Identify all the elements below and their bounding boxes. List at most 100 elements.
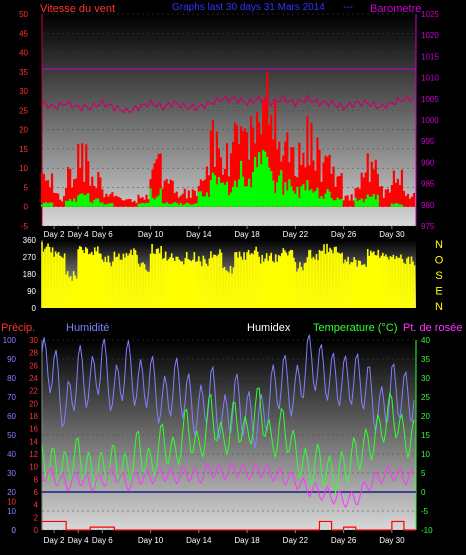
- pressure-axis-title: Barometre: [370, 3, 421, 15]
- wind-axis-title: Vitesse du vent: [40, 3, 115, 15]
- temp-left-tick-label: 26: [29, 361, 38, 370]
- temp-x-tick-label: Day 22: [283, 536, 309, 545]
- humidity-tick-label: 60: [7, 412, 16, 421]
- pressure-tick-label: 985: [421, 180, 435, 189]
- pressure-tick-label: 995: [421, 137, 435, 146]
- temp-left-tick-label: 12: [29, 450, 38, 459]
- temp-x-tick-label: Day 2: [44, 536, 65, 545]
- compass-label: S: [435, 270, 442, 282]
- temperature-line: [41, 387, 415, 494]
- temp-right-tick-label: 0: [421, 488, 426, 497]
- wind-tick-label: 5: [24, 183, 29, 192]
- temp-x-tick-label: Day 30: [379, 536, 405, 545]
- temp-right-tick-label: 35: [421, 355, 430, 364]
- temp-left-tick-label: 16: [29, 425, 38, 434]
- humidity-tick-label: 40: [7, 450, 16, 459]
- pressure-tick-label: 1005: [421, 95, 439, 104]
- compass-label: E: [435, 286, 442, 298]
- wind-tick-label: 30: [19, 87, 28, 96]
- wind-x-tick-label: Day 2: [44, 230, 65, 239]
- temp-right-tick-label: 15: [421, 431, 430, 440]
- humidity-label: Humidité: [66, 322, 109, 334]
- direction-tick-label: 0: [32, 304, 37, 313]
- humidity-tick-label: 100: [3, 336, 17, 345]
- wind-x-tick-label: Day 30: [379, 230, 405, 239]
- pressure-tick-label: 1015: [421, 52, 439, 61]
- pressure-tick-label: 1025: [421, 10, 439, 19]
- wind-tick-label: 40: [19, 49, 28, 58]
- wind-x-tick-label: Day 22: [283, 230, 309, 239]
- wind-x-tick-label: Day 4: [68, 230, 89, 239]
- humidity-tick-label: 0: [12, 526, 17, 535]
- humidity-tick-label: 50: [7, 431, 16, 440]
- temp-right-tick-label: 5: [421, 469, 426, 478]
- wind-tick-label: -5: [21, 222, 29, 231]
- direction-tick-label: 180: [23, 270, 37, 279]
- humidity-tick-label: 20: [7, 488, 16, 497]
- wind-tick-label: 25: [19, 106, 28, 115]
- temp-x-tick-label: Day 18: [234, 536, 260, 545]
- wind-x-tick-label: Day 14: [186, 230, 212, 239]
- temp-left-tick-label: 10: [29, 463, 38, 472]
- temp-left-tick-label: 14: [29, 437, 38, 446]
- wind-x-tick-label: Day 18: [234, 230, 260, 239]
- pressure-tick-label: 975: [421, 222, 435, 231]
- pressure-line: [41, 94, 414, 114]
- humidity-tick-label: 70: [7, 393, 16, 402]
- humidity-tick-label: 80: [7, 374, 16, 383]
- compass-label: N: [435, 239, 443, 251]
- temp-left-tick-label: 4: [34, 501, 39, 510]
- direction-tick-label: 360: [23, 236, 37, 245]
- temp-x-tick-label: Day 14: [186, 536, 212, 545]
- compass-label: O: [435, 255, 444, 267]
- temp-right-tick-label: 20: [421, 412, 430, 421]
- precip-tick-label: 0: [12, 526, 17, 535]
- precip-tick-label: 10: [7, 498, 16, 507]
- humidity-tick-label: 30: [7, 469, 16, 478]
- pressure-tick-label: 990: [421, 158, 435, 167]
- pressure-tick-label: 1020: [421, 31, 439, 40]
- direction-tick-label: 270: [23, 253, 37, 262]
- temp-x-tick-label: Day 26: [331, 536, 357, 545]
- temp-right-tick-label: -5: [421, 507, 429, 516]
- wind-x-tick-label: Day 6: [92, 230, 113, 239]
- temp-left-tick-label: 8: [34, 475, 39, 484]
- temp-left-tick-label: 28: [29, 349, 38, 358]
- temp-left-tick-label: 30: [29, 336, 38, 345]
- temp-left-tick-label: 0: [34, 526, 39, 535]
- wind-tick-label: 35: [19, 68, 28, 77]
- temp-right-tick-label: 30: [421, 374, 430, 383]
- dewpoint-line: [41, 461, 415, 509]
- temperature-label: Temperature (°C): [313, 322, 397, 334]
- wind-tick-label: 15: [19, 145, 28, 154]
- temp-right-tick-label: 25: [421, 393, 430, 402]
- temp-left-tick-label: 18: [29, 412, 38, 421]
- temp-left-tick-label: 22: [29, 387, 38, 396]
- pressure-tick-label: 1010: [421, 74, 439, 83]
- precip-label: Précip.: [1, 322, 35, 334]
- wind-tick-label: 45: [19, 29, 28, 38]
- direction-tick-label: 90: [27, 287, 36, 296]
- temp-left-tick-label: 2: [34, 513, 39, 522]
- wind-x-tick-label: Day 10: [138, 230, 164, 239]
- wind-tick-label: 50: [19, 10, 28, 19]
- humidity-tick-label: 10: [7, 507, 16, 516]
- title-separator: ---: [343, 2, 353, 13]
- wind-tick-label: 0: [24, 203, 29, 212]
- temp-right-tick-label: 40: [421, 336, 430, 345]
- temp-left-tick-label: 24: [29, 374, 38, 383]
- pressure-tick-label: 980: [421, 201, 435, 210]
- chart-title: Graphs last 30 days 31 Mars 2014: [172, 2, 325, 13]
- temp-x-tick-label: Day 4: [68, 536, 89, 545]
- wind-tick-label: 20: [19, 126, 28, 135]
- humidex-label: Humidex: [247, 322, 291, 334]
- humidity-tick-label: 90: [7, 355, 16, 364]
- wind-x-tick-label: Day 26: [331, 230, 357, 239]
- wind-tick-label: 10: [19, 164, 28, 173]
- temp-x-tick-label: Day 10: [138, 536, 164, 545]
- temp-right-tick-label: 10: [421, 450, 430, 459]
- pressure-tick-label: 1000: [421, 116, 439, 125]
- humidity-line: [41, 334, 415, 449]
- temp-left-tick-label: 20: [29, 399, 38, 408]
